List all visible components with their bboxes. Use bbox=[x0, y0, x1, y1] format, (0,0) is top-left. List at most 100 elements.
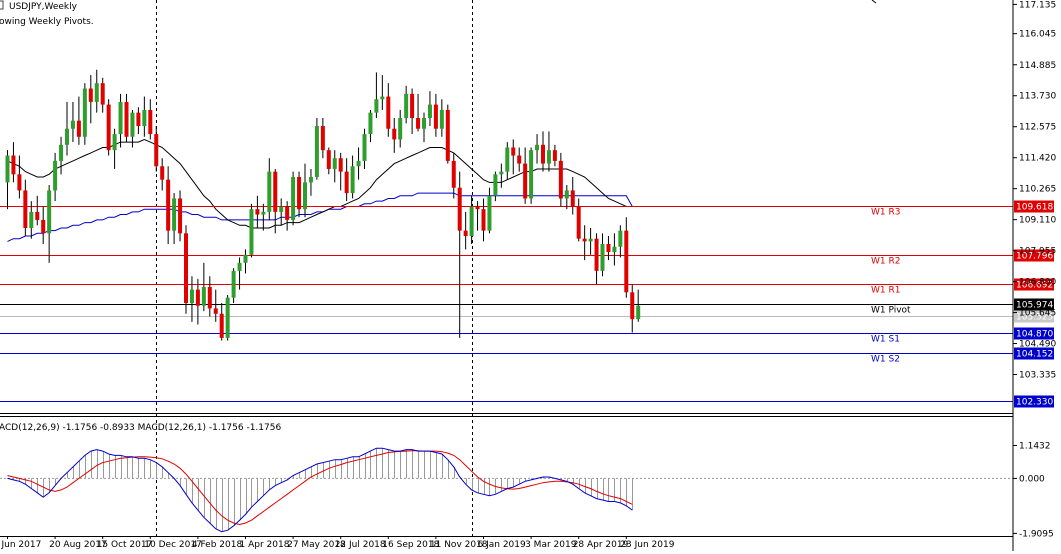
pivot-label: W1 Pivot bbox=[871, 306, 911, 316]
bearish-candle bbox=[124, 101, 129, 137]
bullish-candle bbox=[82, 88, 87, 137]
bullish-candle bbox=[529, 150, 534, 199]
time-tick-label: 4 Feb 2018 bbox=[192, 540, 243, 550]
bearish-candle bbox=[457, 187, 462, 231]
bearish-candle bbox=[148, 109, 153, 135]
bullish-candle bbox=[350, 166, 355, 194]
bullish-candle bbox=[261, 211, 266, 215]
bullish-candle bbox=[362, 134, 367, 161]
pivot-price-tag bbox=[1014, 278, 1054, 291]
time-tick-label: 16 Sep 2018 bbox=[382, 540, 439, 550]
bullish-candle bbox=[308, 177, 313, 183]
macd-tick-label: 0.000 bbox=[1019, 474, 1045, 484]
bearish-candle bbox=[100, 83, 105, 105]
bearish-candle bbox=[386, 96, 391, 129]
bullish-candle bbox=[332, 158, 337, 169]
bearish-candle bbox=[17, 174, 22, 191]
bullish-candle bbox=[70, 120, 75, 129]
bearish-candle bbox=[106, 104, 111, 151]
bearish-candle bbox=[475, 206, 480, 210]
pivot-label: W1 R1 bbox=[871, 286, 900, 296]
pivot-label: W1 S1 bbox=[871, 335, 900, 345]
macd-tick-label: -1.9095 bbox=[1019, 529, 1054, 539]
bearish-candle bbox=[160, 166, 165, 180]
current-price-label: 105.525 bbox=[1016, 313, 1053, 323]
bullish-candle bbox=[505, 147, 510, 172]
bullish-candle bbox=[439, 109, 444, 129]
bullish-candle bbox=[600, 244, 605, 271]
bearish-candle bbox=[570, 190, 575, 207]
bullish-candle bbox=[404, 93, 409, 118]
price-tick-label: 109.110 bbox=[1019, 216, 1056, 226]
bullish-candle bbox=[189, 289, 194, 304]
pivot-price-tag bbox=[1014, 347, 1054, 360]
bullish-candle bbox=[398, 118, 403, 140]
time-tick-label: 10 Dec 2017 bbox=[144, 540, 202, 550]
time-tick-label: 6 Jan 2019 bbox=[478, 540, 526, 550]
bullish-candle bbox=[94, 83, 99, 102]
pivot-price-tag bbox=[1014, 298, 1054, 311]
short-moving-average-line bbox=[7, 138, 633, 229]
long-moving-average-line bbox=[7, 192, 633, 242]
time-tick-label: 20 Aug 2017 bbox=[49, 540, 107, 550]
price-tick-label: 103.335 bbox=[1019, 371, 1056, 381]
macd-layer bbox=[7, 447, 633, 533]
pivot-price-label: 105.974 bbox=[1016, 301, 1053, 311]
pivot-price-label: 104.870 bbox=[1016, 330, 1053, 340]
bullish-candle bbox=[29, 211, 34, 228]
bearish-candle bbox=[184, 233, 188, 304]
time-tick-label: 22 Jul 2018 bbox=[335, 540, 386, 550]
bearish-candle bbox=[344, 171, 349, 194]
time-tick-label: 27 May 2018 bbox=[287, 540, 346, 550]
price-tick-label: 104.490 bbox=[1019, 340, 1056, 350]
bullish-candle bbox=[499, 171, 504, 175]
bearish-candle bbox=[285, 206, 290, 220]
price-tick-label: 117.135 bbox=[1019, 0, 1056, 10]
symbol-title: USDJPY,Weekly bbox=[9, 2, 78, 12]
bullish-candle bbox=[142, 109, 147, 127]
bearish-candle bbox=[410, 93, 415, 118]
bullish-candle bbox=[469, 206, 474, 236]
time-tick-label: 23 Jun 2019 bbox=[620, 540, 674, 550]
bearish-candle bbox=[517, 155, 522, 164]
bullish-candle bbox=[243, 254, 248, 263]
time-tick-label: 11 Nov 2018 bbox=[430, 540, 488, 550]
bearish-candle bbox=[630, 292, 635, 320]
pivot-price-tag bbox=[1014, 249, 1054, 262]
bearish-candle bbox=[255, 209, 260, 215]
bullish-candle bbox=[368, 112, 373, 135]
bearish-candle bbox=[23, 190, 28, 228]
bullish-candle bbox=[493, 174, 498, 196]
bullish-candle bbox=[612, 246, 617, 253]
chart-shift-marker-icon[interactable] bbox=[871, 0, 877, 4]
bullish-candle bbox=[225, 297, 230, 338]
pivot-label: W1 S2 bbox=[871, 355, 900, 365]
bullish-candle bbox=[201, 286, 206, 306]
bearish-candle bbox=[219, 313, 224, 338]
pivot-price-tag bbox=[1014, 327, 1054, 340]
pivot-label: W1 R2 bbox=[871, 257, 900, 267]
bullish-candle bbox=[231, 270, 236, 298]
bearish-candle bbox=[207, 286, 212, 309]
bullish-candle bbox=[53, 160, 58, 191]
bullish-candle bbox=[112, 134, 117, 151]
bullish-candle bbox=[546, 150, 551, 164]
price-tick-label: 116.045 bbox=[1019, 30, 1056, 40]
bearish-candle bbox=[416, 118, 421, 129]
bullish-candle bbox=[422, 118, 426, 129]
pivot-price-tag bbox=[1014, 200, 1054, 213]
time-tick-label: 3 Mar 2019 bbox=[525, 540, 577, 550]
price-tick-label: 107.955 bbox=[1019, 247, 1056, 257]
bullish-candle bbox=[380, 96, 385, 100]
bullish-candle bbox=[118, 101, 123, 135]
bearish-candle bbox=[11, 155, 16, 175]
bullish-candle bbox=[130, 112, 135, 137]
bearish-candle bbox=[76, 120, 81, 137]
pivot-label: W1 R3 bbox=[871, 208, 900, 218]
bearish-candle bbox=[195, 289, 200, 306]
price-tick-label: 111.420 bbox=[1019, 154, 1056, 164]
bearish-candle bbox=[338, 158, 343, 172]
